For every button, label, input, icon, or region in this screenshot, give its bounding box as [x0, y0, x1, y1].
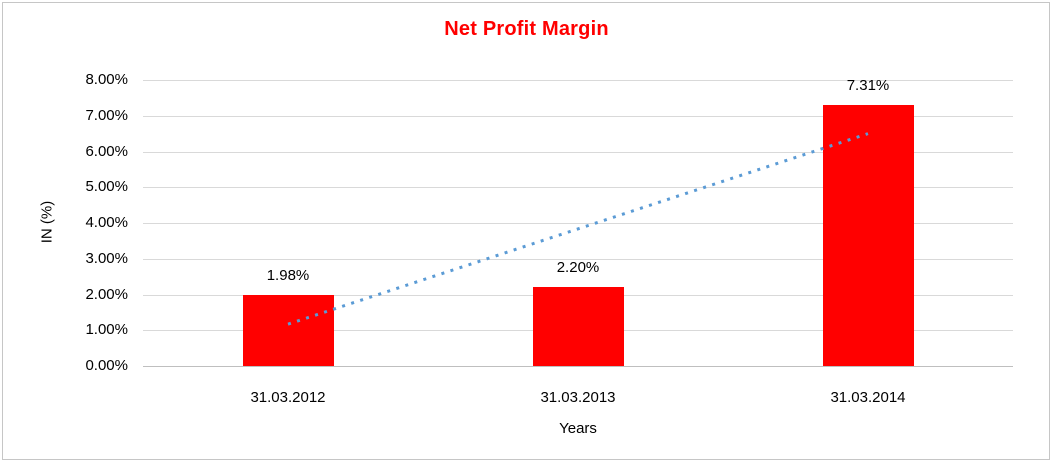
y-tick-label: 0.00%	[85, 357, 128, 374]
y-tick-label: 3.00%	[85, 249, 128, 267]
y-tick-label: 4.00%	[85, 214, 128, 231]
y-tick-label: 5.00%	[85, 178, 128, 196]
y-tick-label: 2.00%	[85, 285, 128, 303]
y-tick-label: 7.00%	[85, 106, 128, 124]
bar	[242, 295, 334, 366]
gridline	[143, 115, 1013, 117]
bar-value-label: 1.98%	[266, 267, 310, 285]
x-axis-title: Years	[559, 420, 597, 437]
x-axis-line	[143, 366, 1013, 367]
y-tick-label: 6.00%	[85, 142, 128, 160]
bar	[532, 287, 624, 366]
bar-value-label: 2.20%	[556, 259, 600, 277]
bar	[822, 104, 914, 366]
y-tick-label: 8.00%	[85, 71, 128, 88]
y-tick-label: 1.00%	[85, 321, 128, 339]
x-tick-label: 31.03.2013	[540, 389, 616, 406]
chart-title: Net Profit Margin	[444, 18, 609, 40]
x-tick-label: 31.03.2012	[250, 389, 326, 406]
bar-value-label: 7.31%	[846, 76, 890, 94]
gridline	[143, 80, 1013, 81]
x-tick-label: 31.03.2014	[830, 389, 906, 406]
